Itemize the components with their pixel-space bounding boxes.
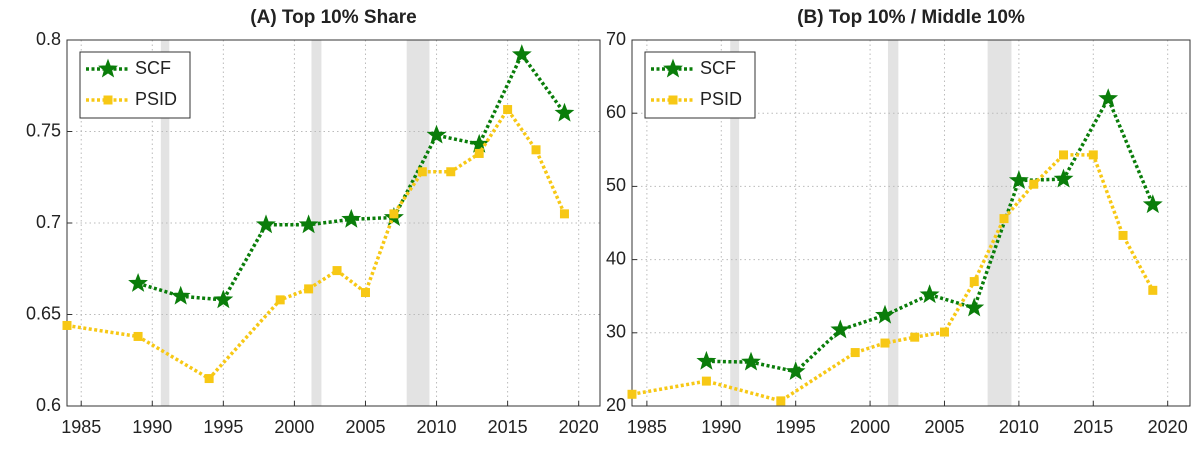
star-marker <box>919 284 940 304</box>
square-marker <box>627 389 637 399</box>
x-tick-label: 2010 <box>417 417 457 437</box>
x-tick-label: 2015 <box>1073 417 1113 437</box>
star-marker <box>213 289 234 309</box>
plot-frame <box>631 39 1191 407</box>
series-line <box>66 106 567 381</box>
x-tick-label: 1995 <box>776 417 816 437</box>
star-marker <box>511 44 532 64</box>
square-marker <box>969 277 979 287</box>
square-marker <box>1059 150 1069 160</box>
star-marker <box>1098 88 1119 107</box>
x-tick-label: 1985 <box>61 417 101 437</box>
star-marker <box>830 319 851 339</box>
square-marker <box>389 209 399 219</box>
square-marker <box>503 105 513 115</box>
star-marker <box>964 297 985 317</box>
square-marker <box>133 331 143 341</box>
legend-label: PSID <box>135 89 177 109</box>
star-marker <box>1008 170 1029 189</box>
square-marker <box>939 327 949 337</box>
shaded-period <box>730 40 740 406</box>
star-marker <box>426 124 447 144</box>
star-marker <box>1053 168 1074 188</box>
y-tick-label: 0.6 <box>36 395 61 415</box>
star-marker <box>875 304 895 324</box>
legend-label: SCF <box>135 58 171 78</box>
star-marker <box>696 350 717 370</box>
x-tick-label: 2005 <box>924 417 964 437</box>
legend-box <box>79 51 191 119</box>
square-marker <box>701 376 711 386</box>
y-tick-label: 20 <box>606 395 626 415</box>
square-marker <box>999 214 1009 224</box>
square-marker <box>62 320 72 330</box>
square-marker <box>776 396 786 406</box>
square-marker <box>417 167 427 177</box>
square-marker <box>910 332 920 342</box>
x-tick-label: 2020 <box>559 417 599 437</box>
star-marker <box>298 214 319 234</box>
star-marker <box>170 285 191 305</box>
legend-label: PSID <box>700 89 742 109</box>
star-marker <box>128 272 148 292</box>
series-line <box>631 153 1155 403</box>
x-tick-label: 2000 <box>274 417 314 437</box>
square-marker <box>880 338 890 348</box>
star-marker <box>1142 194 1163 214</box>
shaded-period <box>160 40 170 406</box>
plot-frame <box>66 39 601 407</box>
square-marker <box>1029 179 1039 189</box>
y-tick-label: 0.7 <box>36 212 61 232</box>
star-marker <box>341 208 362 228</box>
star-marker <box>469 133 490 153</box>
legend-marker <box>668 95 678 105</box>
y-tick-label: 0.8 <box>36 29 61 49</box>
square-marker <box>1148 285 1158 295</box>
square-marker <box>1088 150 1098 160</box>
square-marker <box>531 145 541 155</box>
y-tick-label: 50 <box>606 175 626 195</box>
y-tick-label: 60 <box>606 102 626 122</box>
square-marker <box>304 284 314 294</box>
square-marker <box>850 348 860 358</box>
series-line <box>137 51 566 302</box>
star-marker <box>554 102 575 122</box>
star-marker <box>256 214 276 234</box>
x-tick-label: 1990 <box>132 417 172 437</box>
x-tick-label: 1995 <box>203 417 243 437</box>
chart-title: (A) Top 10% Share <box>250 7 416 28</box>
star-marker <box>785 361 806 381</box>
shaded-period <box>887 40 899 406</box>
y-tick-label: 40 <box>606 248 626 268</box>
legend-label: SCF <box>700 58 736 78</box>
square-marker <box>204 374 214 384</box>
x-tick-label: 2015 <box>488 417 528 437</box>
square-marker <box>474 148 484 158</box>
x-tick-label: 2020 <box>1148 417 1188 437</box>
square-marker <box>332 266 342 276</box>
y-tick-label: 0.65 <box>26 303 61 323</box>
legend-box <box>644 51 756 119</box>
square-marker <box>559 209 569 219</box>
legend-marker <box>103 95 113 105</box>
legend-marker <box>98 58 118 78</box>
x-tick-label: 1985 <box>627 417 667 437</box>
x-tick-label: 2010 <box>999 417 1039 437</box>
square-marker <box>360 288 370 298</box>
y-tick-label: 70 <box>606 29 626 49</box>
x-tick-label: 1990 <box>701 417 741 437</box>
legend-marker <box>663 58 683 78</box>
chart-title: (B) Top 10% / Middle 10% <box>797 7 1025 28</box>
y-tick-label: 30 <box>606 322 626 342</box>
square-marker <box>1118 230 1128 240</box>
series-line <box>706 94 1155 374</box>
square-marker <box>446 167 456 177</box>
x-tick-label: 2000 <box>850 417 890 437</box>
x-tick-label: 2005 <box>345 417 385 437</box>
star-marker <box>741 351 761 371</box>
square-marker <box>275 295 285 305</box>
y-tick-label: 0.75 <box>26 120 61 140</box>
